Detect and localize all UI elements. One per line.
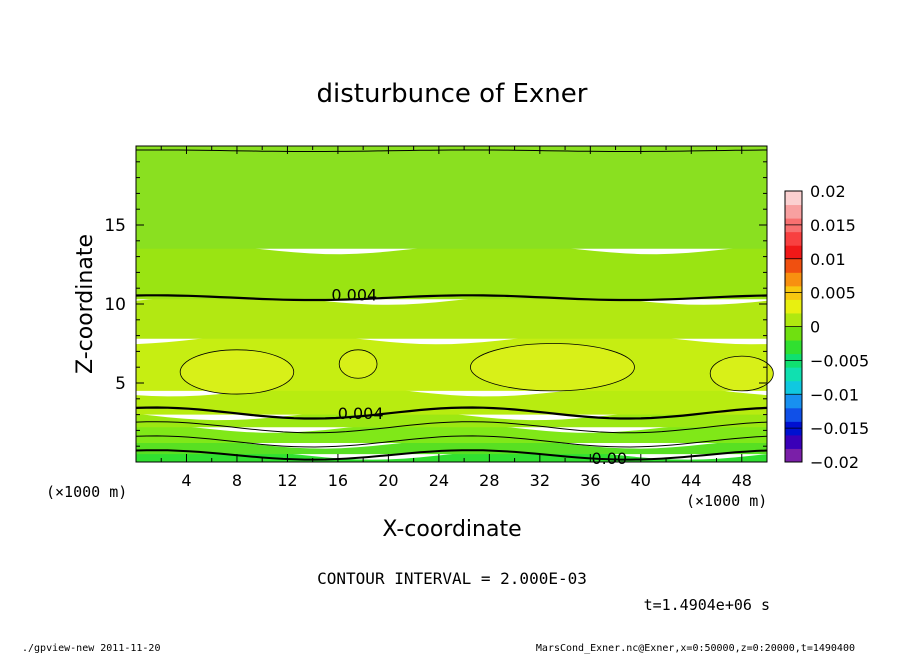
chart-title: disturbunce of Exner (317, 79, 588, 109)
time-label: t=1.4904e+06 s (644, 596, 770, 614)
x-tick-label: 8 (232, 471, 242, 490)
x-tick-label: 12 (277, 471, 297, 490)
field-band (136, 437, 767, 455)
colorbar-swatch (785, 245, 802, 260)
contour-line (135, 449, 768, 461)
colorbar-label: −0.005 (810, 351, 869, 370)
x-tick-label: 32 (530, 471, 550, 490)
contour-line (135, 406, 768, 420)
colorbar-swatch (785, 326, 802, 341)
contour-label: 0.004 (331, 286, 377, 305)
field-band (136, 293, 767, 339)
colorbar-swatch (785, 394, 802, 409)
colorbar-swatch (785, 312, 802, 327)
y-tick-label: 15 (104, 216, 126, 236)
colorbar-swatch (785, 272, 802, 287)
high-region (179, 349, 295, 395)
contour-line (135, 294, 768, 302)
colorbar-label: 0.02 (810, 182, 846, 201)
high-region (709, 355, 774, 392)
colorbar-label: −0.02 (810, 453, 859, 472)
x-tick-label: 4 (181, 471, 191, 490)
y-tick-label: 5 (115, 374, 126, 394)
contour-line (135, 421, 768, 434)
high-region (338, 349, 378, 379)
x-tick-label: 36 (580, 471, 600, 490)
colorbar-swatch (785, 407, 802, 422)
field-band (136, 385, 767, 415)
colorbar-swatch (785, 299, 802, 314)
colorbar-label: −0.015 (810, 419, 869, 438)
colorbar-swatch (785, 231, 802, 246)
x-tick-label: 20 (378, 471, 398, 490)
colorbar-swatch (785, 191, 802, 206)
plot-area (135, 146, 774, 462)
x-tick-label: 28 (479, 471, 499, 490)
contour-line (136, 149, 768, 152)
y-axis-label: Z-coordinate (73, 234, 98, 374)
x-tick-label: 48 (732, 471, 752, 490)
x-tick-label: 44 (681, 471, 701, 490)
colorbar-swatch (785, 448, 802, 463)
field-band (136, 421, 767, 444)
x-axis-label: X-coordinate (382, 517, 521, 542)
colorbar-swatch (785, 367, 802, 382)
field-band (136, 243, 767, 300)
colorbar-label: 0 (810, 318, 820, 337)
footer-right: MarsCond_Exner.nc@Exner,x=0:50000,z=0:20… (536, 643, 855, 654)
x-unit-right: (×1000 m) (686, 492, 767, 510)
colorbar-swatch (785, 340, 802, 355)
contour-interval: CONTOUR INTERVAL = 2.000E-03 (317, 569, 587, 588)
x-tick-label: 16 (328, 471, 348, 490)
colorbar-swatch (785, 204, 802, 219)
colorbar-label: 0.01 (810, 250, 846, 269)
colorbar-label: 0.005 (810, 284, 856, 303)
footer-left: ./gpview-new 2011-11-20 (22, 643, 160, 654)
y-tick-label: 10 (104, 295, 126, 315)
colorbar-swatch (785, 380, 802, 395)
high-region (470, 343, 635, 392)
colorbar-swatch (785, 258, 802, 273)
colorbar-label: −0.01 (810, 385, 859, 404)
field-band (136, 409, 767, 428)
x-tick-label: 40 (631, 471, 651, 490)
colorbar: 0.02 0.015 0.01 0.005 0 −0.005 −0.01 −0.015 −0.0… (784, 182, 869, 472)
colorbar-label: 0.015 (810, 216, 856, 235)
field-band (136, 146, 767, 249)
x-tick-label: 24 (429, 471, 449, 490)
x-unit-left: (×1000 m) (46, 483, 127, 501)
contour-line (135, 435, 768, 448)
colorbar-swatch (785, 434, 802, 449)
contour-label: 0.004 (338, 404, 384, 423)
contour-label: 0.00 (591, 449, 627, 468)
